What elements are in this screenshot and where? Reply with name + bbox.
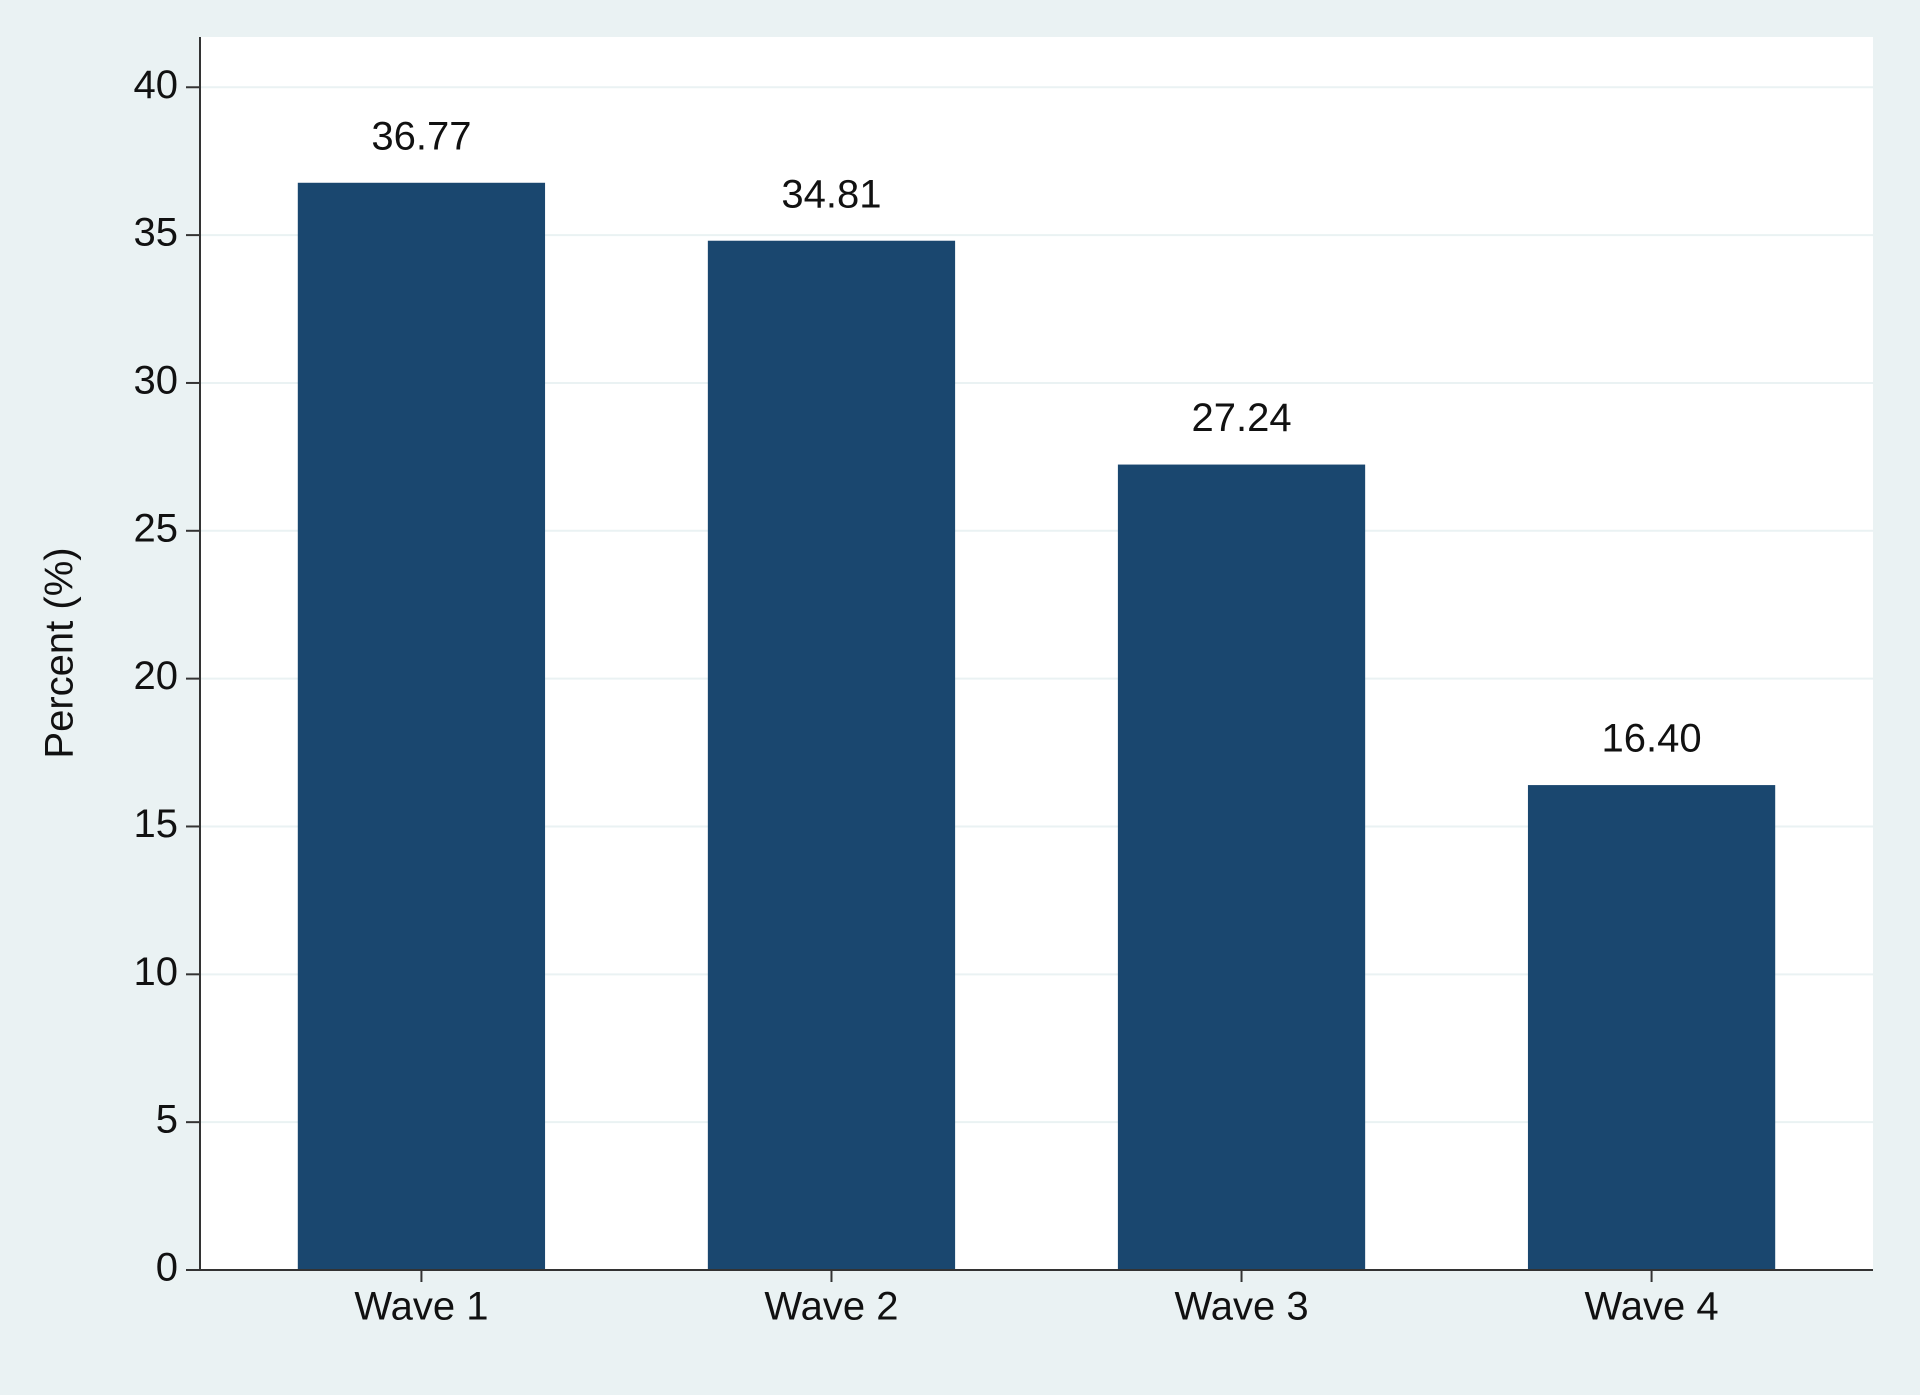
bar xyxy=(1117,464,1366,1271)
y-tick-label: 15 xyxy=(134,802,179,846)
y-tick-label: 40 xyxy=(134,63,179,107)
y-tick-label: 25 xyxy=(134,506,179,550)
x-tick-label: Wave 4 xyxy=(1585,1285,1719,1329)
y-tick-label: 35 xyxy=(134,211,179,255)
bar xyxy=(1527,785,1776,1270)
data-label: 34.81 xyxy=(781,172,881,216)
data-label: 16.40 xyxy=(1602,717,1702,761)
y-tick-label: 0 xyxy=(156,1246,178,1290)
data-label: 36.77 xyxy=(371,114,471,158)
bar xyxy=(707,240,956,1270)
bar xyxy=(297,182,546,1270)
x-tick-label: Wave 3 xyxy=(1174,1285,1308,1329)
y-tick-label: 30 xyxy=(134,359,179,403)
y-tick-label: 20 xyxy=(134,654,179,698)
x-tick-label: Wave 2 xyxy=(764,1285,898,1329)
y-tick-label: 10 xyxy=(134,950,179,994)
data-label: 27.24 xyxy=(1191,396,1291,440)
y-tick-label: 5 xyxy=(156,1098,178,1142)
y-axis-title: Percent (%) xyxy=(38,547,82,758)
x-tick-label: Wave 1 xyxy=(354,1285,488,1329)
